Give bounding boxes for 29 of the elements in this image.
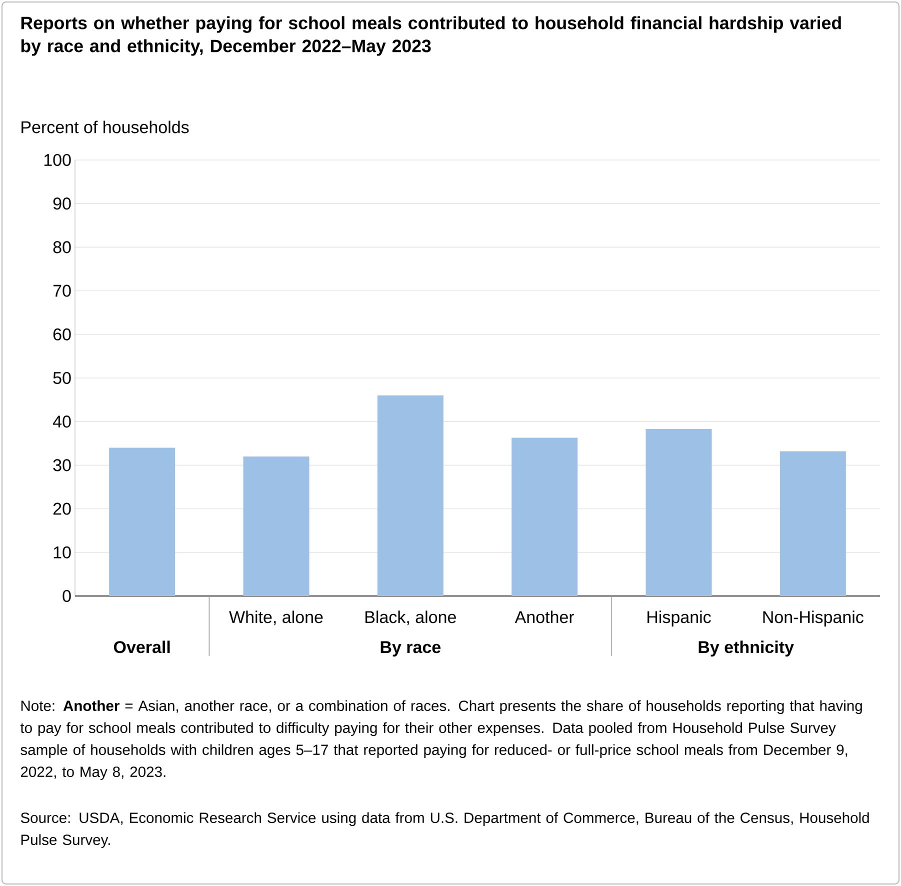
y-tick-label: 60 bbox=[53, 328, 71, 340]
x-tick-label: Non-Hispanic bbox=[763, 610, 864, 627]
y-tick-label: 100 bbox=[44, 154, 71, 166]
bar bbox=[512, 438, 578, 596]
y-tick-label: 90 bbox=[53, 198, 71, 210]
y-tick-label: 10 bbox=[54, 546, 71, 558]
text: By race bbox=[380, 641, 441, 657]
bar bbox=[109, 448, 176, 596]
x-tick-label: White, alone bbox=[229, 610, 323, 626]
y-axis-title: Percent of households bbox=[22, 120, 189, 134]
bar bbox=[377, 395, 444, 596]
text: By ethnicity bbox=[698, 640, 794, 657]
y-tick-label: 50 bbox=[53, 372, 71, 384]
source-note: Source: USDA, Economic Research Service using data from U.S. Department of Commerce, Bureau of the Census, Household Pulse Survey. bbox=[20, 812, 869, 848]
bar bbox=[780, 451, 846, 596]
y-tick-label: 30 bbox=[53, 459, 71, 472]
bar bbox=[646, 428, 712, 596]
x-tick-label: Hispanic bbox=[648, 610, 711, 627]
x-tick-label: Another bbox=[514, 610, 574, 624]
y-tick-label: 20 bbox=[53, 502, 71, 515]
chart-title: Reports on whether paying for school meals contributed to household financial hardship varied by race and ethnicity, December 2022–May 2023 bbox=[21, 16, 841, 56]
bar bbox=[243, 456, 310, 596]
text: Note: Another = Asian, another race, or a combination of races. Chart presents the share of households reporting that having to pay for school meals contributed to difficulty paying for their other expenses. Data pooled from Household Pulse Survey sample of households with children ages 5–17 that reported paying for reduced- or full-price school meals from December 9, 2022, to May 8, 2023. bbox=[20, 700, 862, 780]
x-tick-label: Black, alone bbox=[366, 610, 456, 626]
y-tick-label: 70 bbox=[53, 284, 71, 297]
y-tick-label: 0 bbox=[62, 590, 71, 602]
y-tick-label: 40 bbox=[52, 416, 71, 428]
y-tick-label: 80 bbox=[53, 241, 71, 254]
x-tick-label: Overall bbox=[114, 640, 170, 654]
